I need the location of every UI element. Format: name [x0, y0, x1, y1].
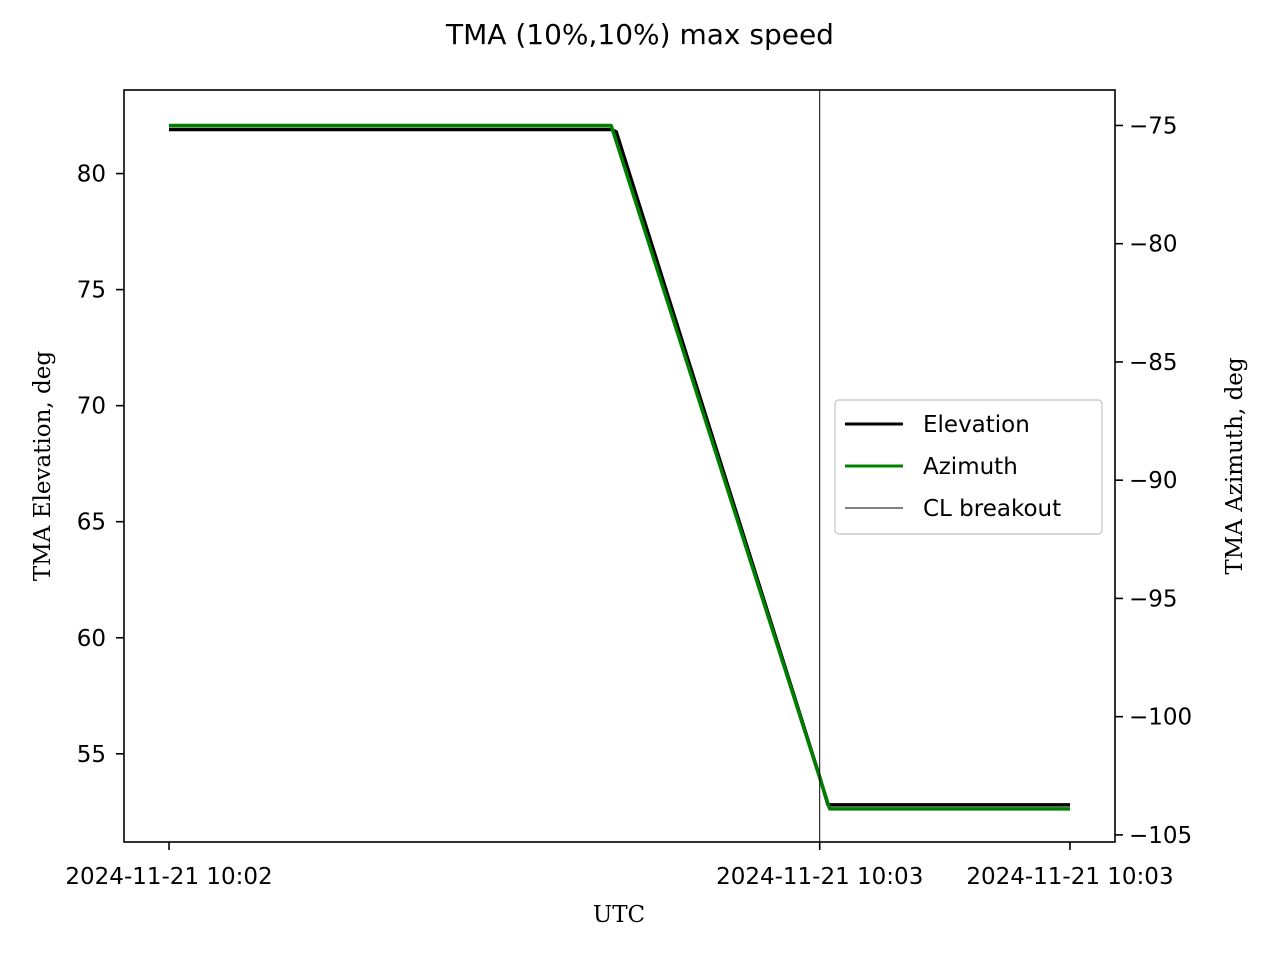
y-tick-label: 80 [77, 162, 106, 188]
y2-tick-label: −80 [1129, 232, 1178, 258]
y-tick-label: 65 [77, 510, 106, 536]
y-axis-left: 55 60 65 70 75 80 [77, 162, 124, 768]
y2-axis-label: TMA Azimuth, deg [1222, 357, 1248, 575]
plot-frame [123, 89, 1116, 843]
y2-tick-label: −95 [1129, 586, 1178, 612]
x-tick-label: 2024-11-21 10:03 [966, 864, 1173, 890]
y2-tick-label: −90 [1129, 468, 1178, 494]
y2-tick-label: −85 [1129, 350, 1178, 376]
y-tick-label: 70 [77, 394, 106, 420]
y-axis-label: TMA Elevation, deg [30, 351, 56, 581]
x-tick-label: 2024-11-21 10:03 [716, 864, 923, 890]
y-tick-label: 55 [77, 742, 106, 768]
x-axis-label: UTC [593, 902, 645, 928]
y-tick-label: 60 [77, 626, 106, 652]
y2-tick-label: −100 [1129, 705, 1192, 731]
plot-area [123, 89, 1116, 843]
y2-tick-label: −105 [1129, 823, 1192, 849]
legend-label-elevation: Elevation [923, 412, 1030, 438]
x-tick-label: 2024-11-21 10:02 [65, 864, 272, 890]
y2-tick-label: −75 [1129, 113, 1178, 139]
x-axis: 2024-11-21 10:02 2024-11-21 10:03 2024-11-… [65, 842, 1174, 890]
series-line-azimuth [169, 123, 1070, 811]
legend-label-azimuth: Azimuth [923, 454, 1018, 480]
series-layer [169, 123, 1070, 811]
legend: Elevation Azimuth CL breakout [834, 399, 1103, 535]
legend-box [834, 399, 1103, 535]
y-tick-label: 75 [77, 278, 106, 304]
y-axis-right: −105 −100 −95 −90 −85 −80 −75 [1115, 113, 1192, 849]
chart-title: TMA (10%,10%) max speed [445, 18, 834, 51]
legend-label-cl-breakout: CL breakout [923, 496, 1061, 522]
